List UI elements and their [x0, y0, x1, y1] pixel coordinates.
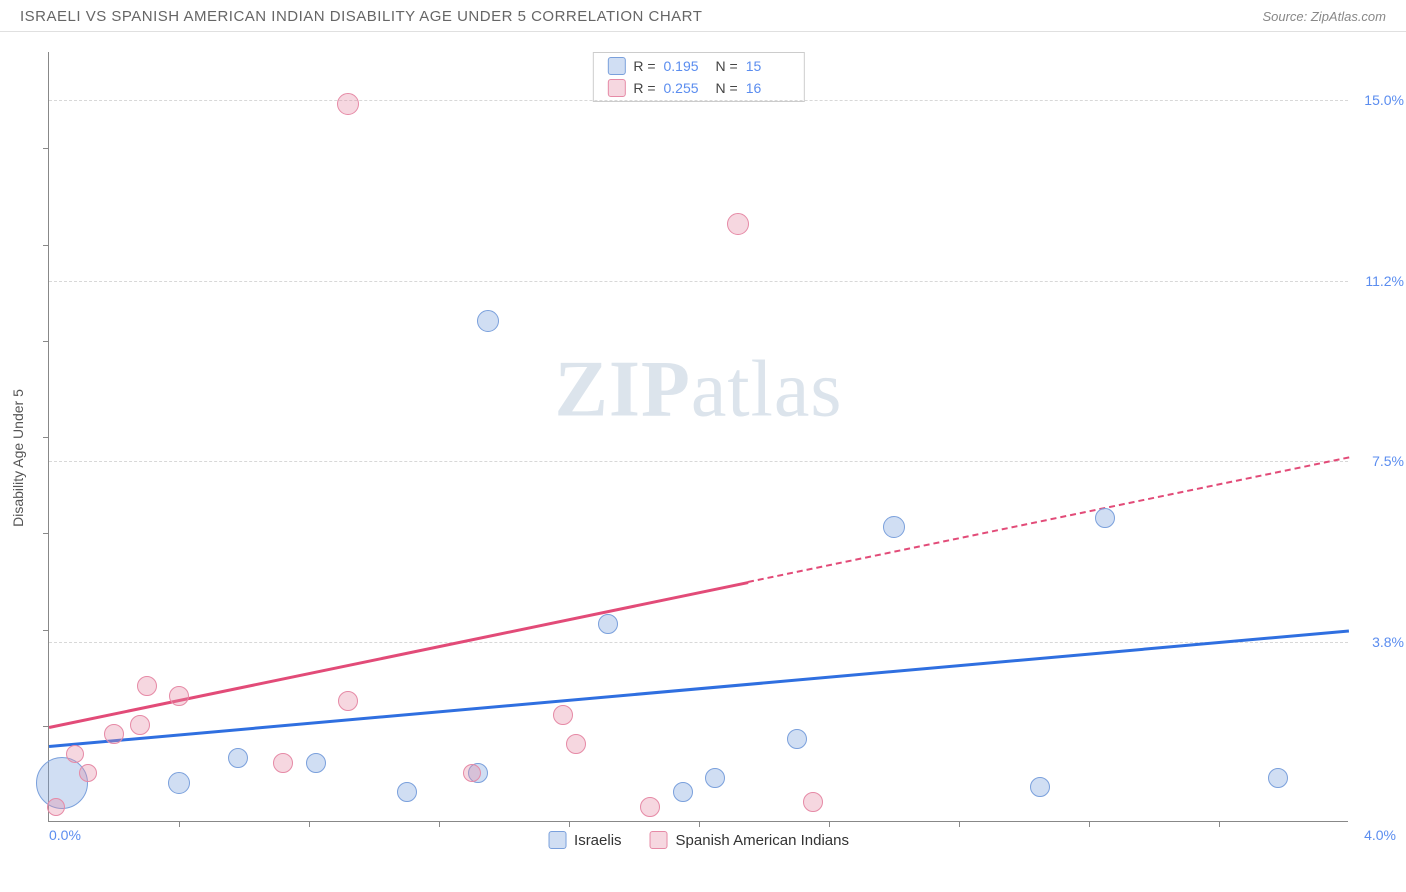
- legend-swatch: [607, 57, 625, 75]
- x-tick: [439, 821, 440, 827]
- data-point: [79, 764, 97, 782]
- x-tick: [959, 821, 960, 827]
- n-label: N =: [716, 58, 738, 74]
- legend-stats-box: R = 0.195 N = 15 R = 0.255 N = 16: [592, 52, 804, 102]
- x-tick: [309, 821, 310, 827]
- x-tick: [829, 821, 830, 827]
- data-point: [1030, 777, 1050, 797]
- data-point: [705, 768, 725, 788]
- legend-swatch: [650, 831, 668, 849]
- y-tick: [43, 437, 49, 438]
- legend-item: Spanish American Indians: [650, 831, 849, 849]
- x-tick: [179, 821, 180, 827]
- n-value: 16: [746, 80, 790, 96]
- x-tick: [1219, 821, 1220, 827]
- data-point: [397, 782, 417, 802]
- data-point: [337, 93, 359, 115]
- gridline: [49, 100, 1348, 101]
- data-point: [566, 734, 586, 754]
- data-point: [477, 310, 499, 332]
- data-point: [1268, 768, 1288, 788]
- legend-swatch: [548, 831, 566, 849]
- data-point: [673, 782, 693, 802]
- n-value: 15: [746, 58, 790, 74]
- y-tick: [43, 245, 49, 246]
- trend-line: [49, 581, 748, 728]
- legend-label: Israelis: [574, 832, 622, 849]
- data-point: [1095, 508, 1115, 528]
- y-tick: [43, 341, 49, 342]
- data-point: [338, 691, 358, 711]
- legend-swatch: [607, 79, 625, 97]
- n-label: N =: [716, 80, 738, 96]
- chart-title: ISRAELI VS SPANISH AMERICAN INDIAN DISAB…: [20, 8, 702, 25]
- gridline: [49, 281, 1348, 282]
- legend-label: Spanish American Indians: [676, 832, 849, 849]
- data-point: [66, 745, 84, 763]
- x-axis-min-label: 0.0%: [49, 827, 81, 843]
- data-point: [598, 614, 618, 634]
- data-point: [130, 715, 150, 735]
- y-axis-label: Disability Age Under 5: [10, 389, 26, 527]
- chart-area: Disability Age Under 5 ZIPatlas R = 0.195…: [0, 32, 1406, 884]
- r-label: R =: [633, 58, 655, 74]
- x-tick: [1089, 821, 1090, 827]
- data-point: [727, 213, 749, 235]
- x-axis-max-label: 4.0%: [1364, 827, 1396, 843]
- source-attribution: Source: ZipAtlas.com: [1262, 9, 1386, 24]
- x-tick: [699, 821, 700, 827]
- y-tick-label: 15.0%: [1364, 92, 1404, 108]
- r-value: 0.195: [664, 58, 708, 74]
- data-point: [883, 516, 905, 538]
- y-tick-label: 3.8%: [1372, 634, 1404, 650]
- y-tick: [43, 533, 49, 534]
- trend-line: [748, 456, 1350, 583]
- legend-stat-row: R = 0.255 N = 16: [593, 77, 803, 99]
- data-point: [137, 676, 157, 696]
- data-point: [228, 748, 248, 768]
- source-prefix: Source:: [1262, 9, 1310, 24]
- data-point: [47, 798, 65, 816]
- data-point: [169, 686, 189, 706]
- source-name: ZipAtlas.com: [1311, 9, 1386, 24]
- y-tick-label: 7.5%: [1372, 453, 1404, 469]
- y-tick: [43, 630, 49, 631]
- watermark-light: atlas: [691, 346, 843, 434]
- data-point: [104, 724, 124, 744]
- data-point: [803, 792, 823, 812]
- r-value: 0.255: [664, 80, 708, 96]
- y-tick: [43, 148, 49, 149]
- watermark-bold: ZIP: [555, 346, 691, 434]
- data-point: [273, 753, 293, 773]
- r-label: R =: [633, 80, 655, 96]
- data-point: [553, 705, 573, 725]
- legend-stat-row: R = 0.195 N = 15: [593, 55, 803, 77]
- gridline: [49, 642, 1348, 643]
- x-tick: [569, 821, 570, 827]
- watermark: ZIPatlas: [555, 345, 843, 436]
- y-tick-label: 11.2%: [1365, 273, 1404, 289]
- data-point: [463, 764, 481, 782]
- legend-series: Israelis Spanish American Indians: [548, 831, 849, 849]
- data-point: [640, 797, 660, 817]
- trend-line: [49, 630, 1349, 748]
- data-point: [787, 729, 807, 749]
- data-point: [306, 753, 326, 773]
- header-bar: ISRAELI VS SPANISH AMERICAN INDIAN DISAB…: [0, 0, 1406, 32]
- gridline: [49, 461, 1348, 462]
- data-point: [168, 772, 190, 794]
- legend-item: Israelis: [548, 831, 622, 849]
- plot-region: ZIPatlas R =0.195N =15R =0.255N =16 Isra…: [48, 52, 1348, 822]
